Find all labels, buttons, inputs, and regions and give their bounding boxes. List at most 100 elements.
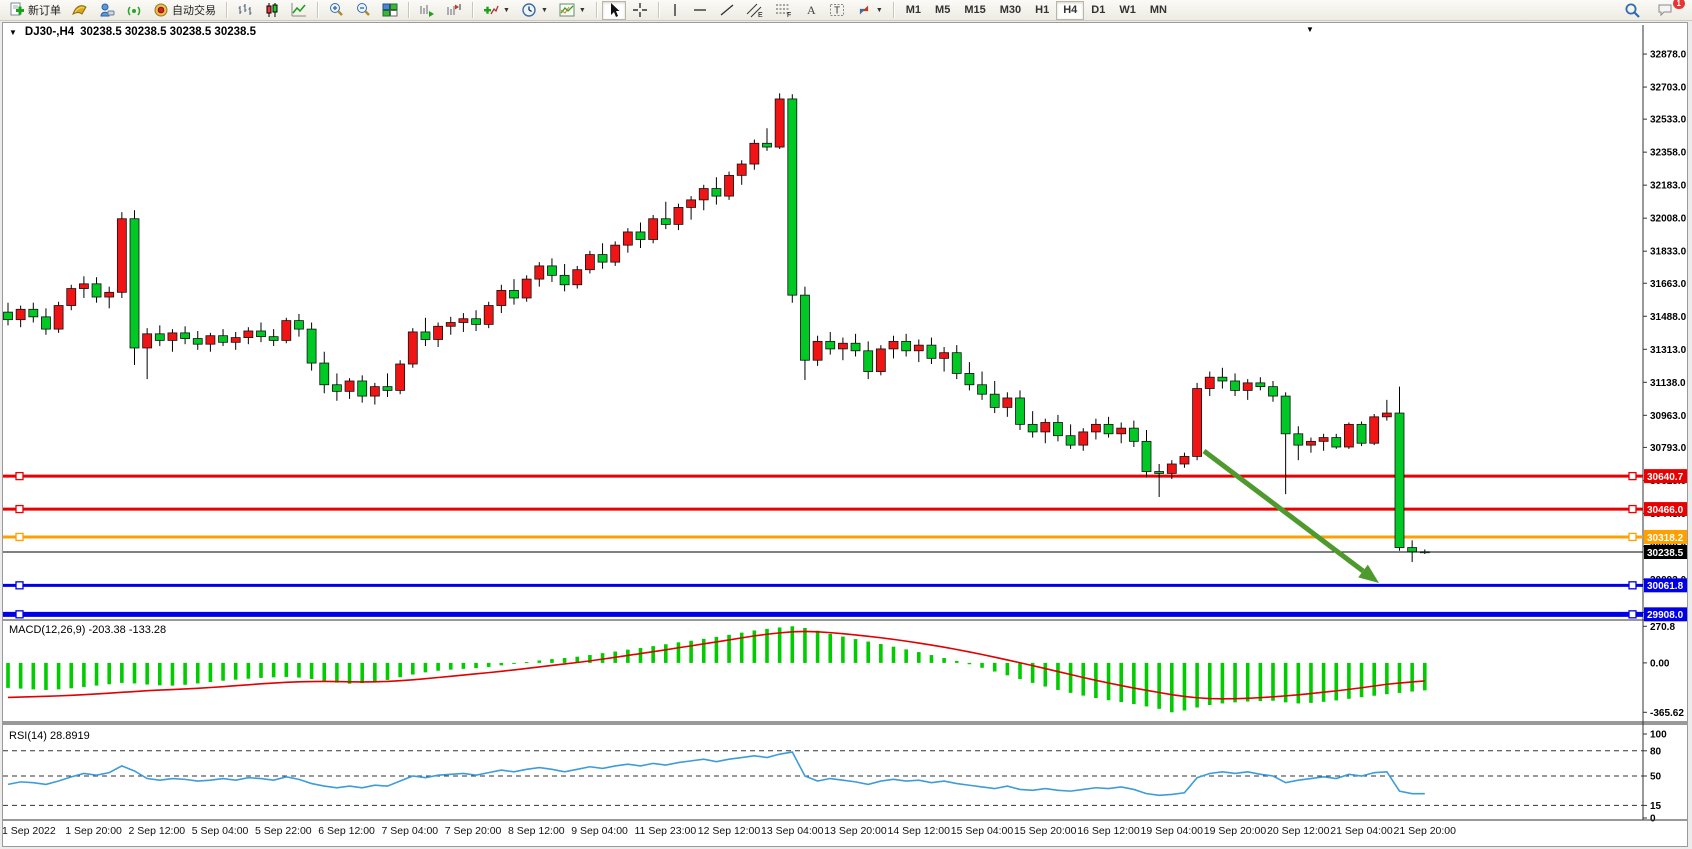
candle-body — [319, 362, 330, 386]
timeframe-group: M1 M5 M15 M30 H1 H4 D1 W1 MN — [899, 0, 1174, 20]
macd-bar — [739, 632, 744, 663]
text-button[interactable]: A — [799, 1, 823, 20]
candlestick-chart-button[interactable] — [259, 1, 285, 20]
chart-shift-button[interactable] — [441, 1, 467, 20]
candle-body — [1268, 386, 1278, 397]
crosshair-button[interactable] — [627, 1, 653, 20]
candle-body — [686, 199, 696, 208]
macd-bar — [271, 662, 276, 678]
time-axis-label: 16 Sep 12:00 — [1077, 825, 1140, 837]
metaeditor-button[interactable] — [67, 1, 93, 20]
vertical-line-button[interactable] — [664, 1, 686, 20]
macd-bar — [929, 655, 934, 663]
templates-button[interactable]: ▼ — [554, 1, 591, 20]
fibonacci-button[interactable]: F — [770, 1, 798, 20]
text-label-button[interactable]: T — [824, 1, 850, 20]
horizontal-line — [3, 581, 1643, 590]
search-button[interactable] — [1619, 1, 1646, 20]
timeframe-MN[interactable]: MN — [1143, 1, 1174, 20]
timeframe-H1[interactable]: H1 — [1028, 1, 1056, 20]
price-tick-label: 32183.0 — [1650, 181, 1687, 192]
macd-bar — [1410, 662, 1414, 692]
macd-bar — [752, 630, 757, 663]
candle-body — [142, 333, 153, 349]
timeframe-M1[interactable]: M1 — [899, 1, 928, 20]
macd-bar — [1068, 662, 1073, 693]
macd-bar — [1207, 662, 1212, 706]
macd-bar — [575, 656, 580, 663]
new-order-button[interactable]: 新订单 — [4, 1, 66, 20]
macd-bar — [56, 662, 61, 690]
trendline-button[interactable] — [714, 1, 740, 20]
indicators-button[interactable]: ▼ — [478, 1, 515, 20]
timeframe-M30[interactable]: M30 — [993, 1, 1028, 20]
timeframe-H4[interactable]: H4 — [1056, 0, 1085, 20]
tile-windows-button[interactable] — [377, 1, 403, 20]
notifications-button[interactable]: 1 — [1652, 0, 1685, 20]
macd-bar — [790, 626, 795, 663]
macd-bar — [803, 628, 807, 663]
candle-body — [977, 384, 987, 395]
macd-bar — [626, 649, 630, 663]
price-line-label-bg — [1644, 502, 1687, 517]
macd-bar — [1018, 662, 1022, 680]
zoom-in-button[interactable] — [323, 1, 349, 20]
auto-scroll-button[interactable] — [414, 1, 440, 20]
horizontal-line — [3, 504, 1643, 514]
zoom-out-button[interactable] — [350, 1, 376, 20]
macd-bar — [841, 636, 845, 663]
macd-bar — [1233, 662, 1237, 703]
timeframe-D1[interactable]: D1 — [1084, 1, 1112, 20]
rsi-axis — [1643, 733, 1647, 819]
candle-body — [471, 318, 481, 325]
time-axis-label: 15 Sep 04:00 — [951, 825, 1014, 837]
autotrading-icon — [154, 3, 168, 17]
arrows-button[interactable]: ▼ — [851, 1, 888, 20]
macd-bar — [588, 655, 592, 663]
virtual-hosting-button[interactable] — [94, 1, 120, 20]
candle-body — [1179, 456, 1190, 465]
horizontal-line-button[interactable] — [687, 1, 713, 20]
candle-body — [1394, 412, 1405, 548]
rsi-label: RSI(14) 28.8919 — [9, 730, 90, 742]
chart-canvas[interactable]: 32878.0 32703.0 32533.0 32358.0 32183.0 32008… — [3, 23, 1687, 846]
autotrading-button[interactable]: 自动交易 — [148, 1, 221, 20]
macd-axis — [1643, 625, 1647, 713]
line-chart-button[interactable] — [286, 1, 312, 20]
candle-body — [407, 331, 418, 365]
candle-body — [812, 340, 823, 361]
signals-button[interactable] — [121, 1, 147, 20]
time-axis-label: 21 Sep 04:00 — [1330, 825, 1393, 837]
timeframe-M15[interactable]: M15 — [957, 1, 992, 20]
candle-body — [395, 363, 406, 391]
candle-body — [1091, 423, 1101, 433]
svg-text:E: E — [758, 12, 763, 18]
bar-chart-button[interactable] — [232, 1, 258, 20]
candle-body — [939, 352, 949, 359]
chart-shift-icon — [447, 4, 461, 15]
candle-body — [1419, 551, 1430, 554]
macd-bar — [322, 662, 327, 681]
macd-bar — [1132, 662, 1136, 705]
macd-bar — [1005, 662, 1010, 676]
chart-dropdown-icon[interactable]: ▼ — [9, 27, 17, 37]
macd-bar — [1334, 662, 1339, 701]
candle-body — [15, 308, 26, 321]
macd-bar — [1309, 662, 1313, 703]
macd-bar — [31, 662, 36, 690]
macd-bar — [309, 662, 314, 679]
one-click-trading-arrow-icon[interactable]: ▼ — [1306, 25, 1314, 34]
timeframe-M5[interactable]: M5 — [928, 1, 957, 20]
timeframe-W1[interactable]: W1 — [1112, 1, 1143, 20]
equidistant-channel-button[interactable]: E — [741, 1, 769, 20]
cursor-button[interactable] — [601, 0, 626, 20]
toolbar-separator — [317, 2, 318, 18]
macd-bar — [828, 633, 833, 663]
periods-button[interactable]: ▼ — [516, 1, 553, 20]
candle-body — [1116, 427, 1127, 435]
macd-bar — [1182, 662, 1187, 711]
candle-body — [926, 344, 937, 359]
macd-bar — [183, 662, 187, 685]
candle-body — [1027, 423, 1038, 433]
candle-body — [382, 386, 393, 391]
